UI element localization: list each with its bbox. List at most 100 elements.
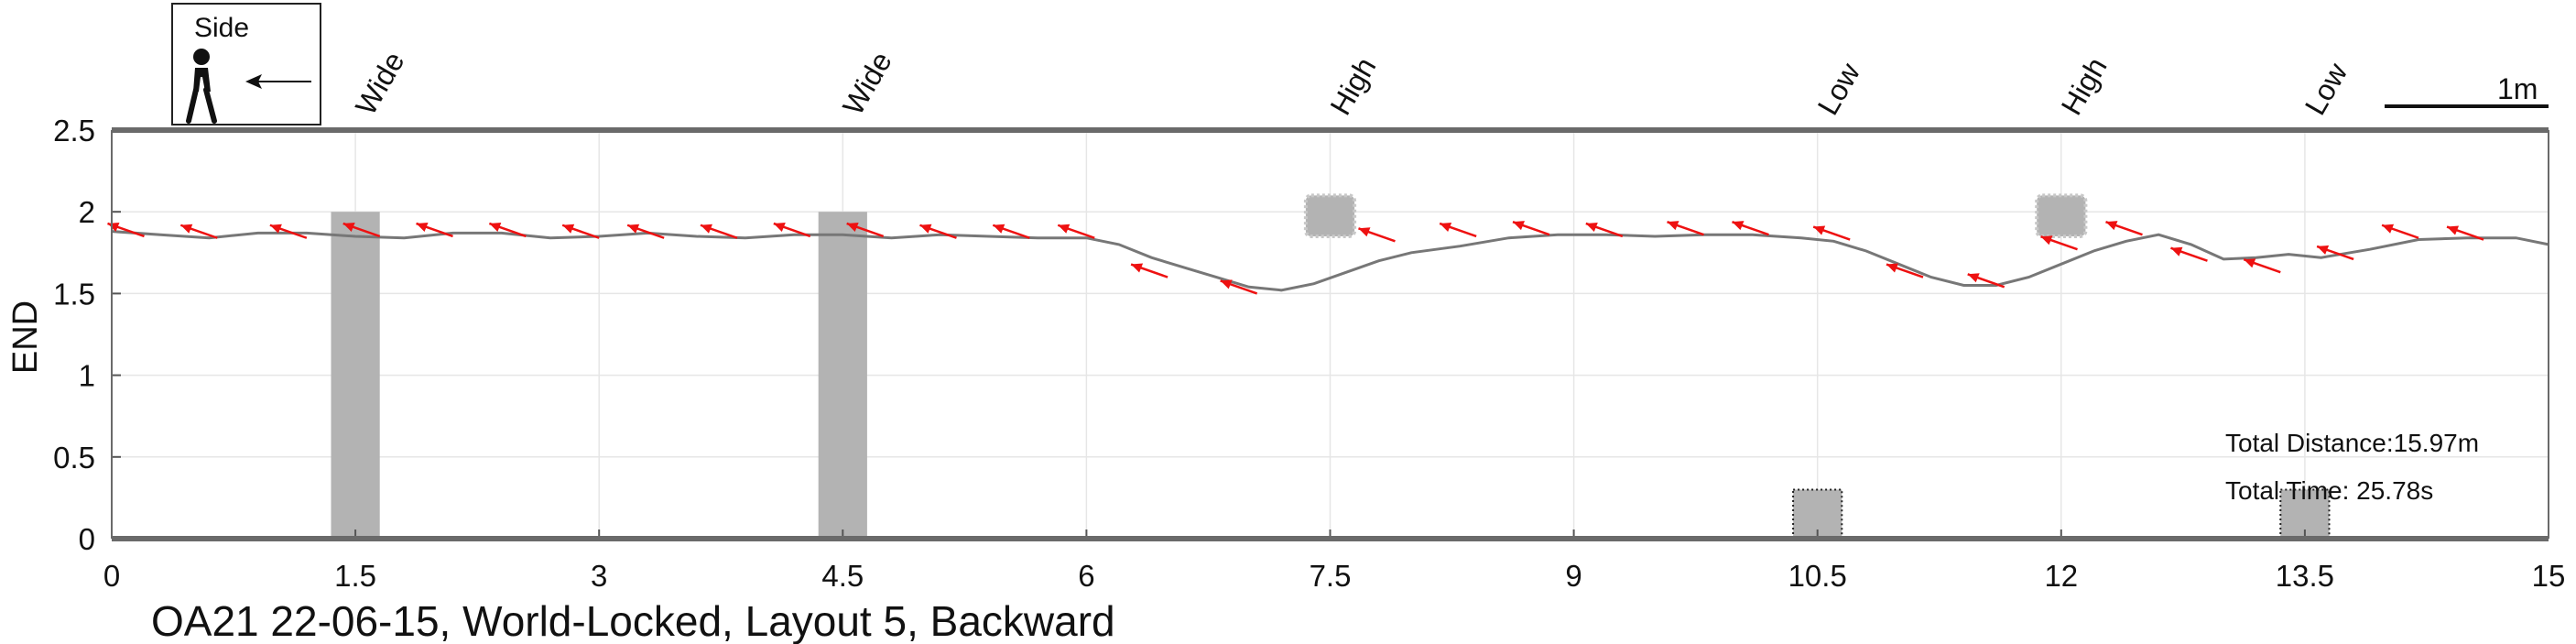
heading-arrow-head <box>489 222 502 232</box>
heading-arrow <box>561 224 600 239</box>
legend-label: Side <box>194 13 249 43</box>
heading-arrow <box>1886 263 1924 278</box>
heading-arrow-head <box>2382 224 2395 234</box>
axes <box>111 127 2549 541</box>
x-tick-label: 12 <box>2044 559 2078 593</box>
heading-arrows <box>107 220 2484 295</box>
x-tick-label: 3 <box>591 559 607 593</box>
x-tick-label: 4.5 <box>821 559 864 593</box>
heading-arrow <box>2170 246 2208 262</box>
heading-arrow <box>919 224 957 239</box>
y-tick-label: 1.5 <box>53 277 95 311</box>
heading-arrow <box>2105 220 2143 236</box>
heading-arrow <box>2316 245 2354 261</box>
heading-arrow <box>107 222 145 238</box>
obstacle-label: Low <box>2299 57 2354 121</box>
x-tick-label: 0 <box>103 559 120 593</box>
heading-arrow-head <box>1131 263 1144 273</box>
heading-arrow-head <box>1058 224 1071 234</box>
heading-arrow <box>1512 220 1550 236</box>
path-line <box>111 230 2549 292</box>
heading-arrow-head <box>342 222 355 232</box>
heading-arrow <box>2040 235 2078 251</box>
heading-arrow <box>626 224 665 239</box>
x-tick-label: 9 <box>1565 559 1581 593</box>
heading-arrow <box>1732 220 1769 236</box>
obstacle-label: High <box>2055 52 2114 121</box>
heading-arrow <box>416 222 453 238</box>
walking-person-icon <box>186 49 217 124</box>
heading-arrow-head <box>773 222 786 232</box>
chart-title: OA21 22-06-15, World-Locked, Layout 5, B… <box>151 597 1115 644</box>
heading-arrow <box>1667 220 1704 236</box>
heading-arrow-head <box>180 224 193 234</box>
scale-bar: 1m <box>2385 72 2549 108</box>
obstacle-label: High <box>1323 52 1382 121</box>
heading-arrow-head <box>1886 263 1899 273</box>
grid <box>111 129 2549 540</box>
heading-arrow-head <box>1358 227 1371 237</box>
y-tick-label: 1 <box>79 359 95 393</box>
left-arrow-icon <box>245 74 311 89</box>
obstacle-high <box>2035 193 2088 238</box>
tick-labels: 0 1.5 3 4.5 6 7.5 9 10.5 12 13.5 15 0 0.5 1 1.5 2 2.5 <box>53 114 2565 593</box>
heading-arrow-head <box>1585 222 1598 232</box>
y-tick-label: 0 <box>79 522 95 556</box>
heading-arrow <box>773 222 811 238</box>
obstacles <box>331 193 2331 540</box>
x-tick-label: 1.5 <box>334 559 376 593</box>
heading-arrow-head <box>700 224 712 234</box>
total-time: Total Time: 25.78s <box>2225 476 2433 505</box>
heading-arrow-head <box>1440 222 1452 232</box>
heading-arrow-head <box>269 224 282 234</box>
total-distance: Total Distance:15.97m <box>2225 429 2479 457</box>
walking-path <box>111 230 2549 292</box>
legend: Side <box>171 3 321 126</box>
obstacle-high <box>1303 193 1357 238</box>
y-tick-label: 2.5 <box>53 114 95 147</box>
heading-arrow <box>846 222 885 238</box>
heading-arrow-head <box>562 224 575 234</box>
heading-arrow-head <box>2105 221 2118 231</box>
heading-arrow-head <box>2040 235 2053 246</box>
heading-arrow <box>1812 225 1851 241</box>
obstacle-wide <box>818 212 867 539</box>
heading-arrow <box>992 224 1030 239</box>
obstacle-wide <box>331 212 380 539</box>
x-tick-label: 6 <box>1078 559 1094 593</box>
heading-arrow <box>269 224 308 239</box>
heading-arrow-head <box>2447 225 2460 235</box>
heading-arrow-head <box>627 224 640 234</box>
heading-arrow-head <box>1967 273 1980 283</box>
scale-bar-label: 1m <box>2497 72 2538 105</box>
x-tick-label: 15 <box>2532 559 2566 593</box>
heading-arrow-head <box>1813 225 1826 235</box>
x-tick-label: 13.5 <box>2276 559 2334 593</box>
heading-arrow <box>1585 222 1624 238</box>
heading-arrow <box>1130 263 1168 278</box>
heading-arrow-head <box>1667 221 1679 231</box>
heading-arrow <box>1358 227 1396 243</box>
obstacle-label: Wide <box>836 46 898 120</box>
heading-arrow <box>1439 222 1477 238</box>
heading-arrow-head <box>993 224 1005 234</box>
y-axis-label: END <box>6 300 45 374</box>
obstacle-label: Wide <box>349 46 411 120</box>
heading-arrow <box>700 224 738 239</box>
heading-arrow-head <box>2244 258 2256 268</box>
heading-arrow <box>488 222 527 238</box>
heading-arrow <box>2381 224 2419 239</box>
obstacle-labels: Wide Wide High Low High Low <box>349 46 2354 120</box>
heading-arrow <box>1057 224 1095 239</box>
heading-arrow-head <box>1512 221 1525 231</box>
heading-arrow <box>2243 258 2281 274</box>
x-tick-label: 10.5 <box>1788 559 1847 593</box>
heading-arrow-head <box>107 222 120 232</box>
heading-arrow <box>1967 273 2005 289</box>
y-tick-label: 2 <box>79 195 95 229</box>
heading-arrow-head <box>1732 221 1745 231</box>
heading-arrow-head <box>919 224 932 234</box>
x-tick-label: 7.5 <box>1310 559 1352 593</box>
heading-arrow <box>1220 279 1258 295</box>
